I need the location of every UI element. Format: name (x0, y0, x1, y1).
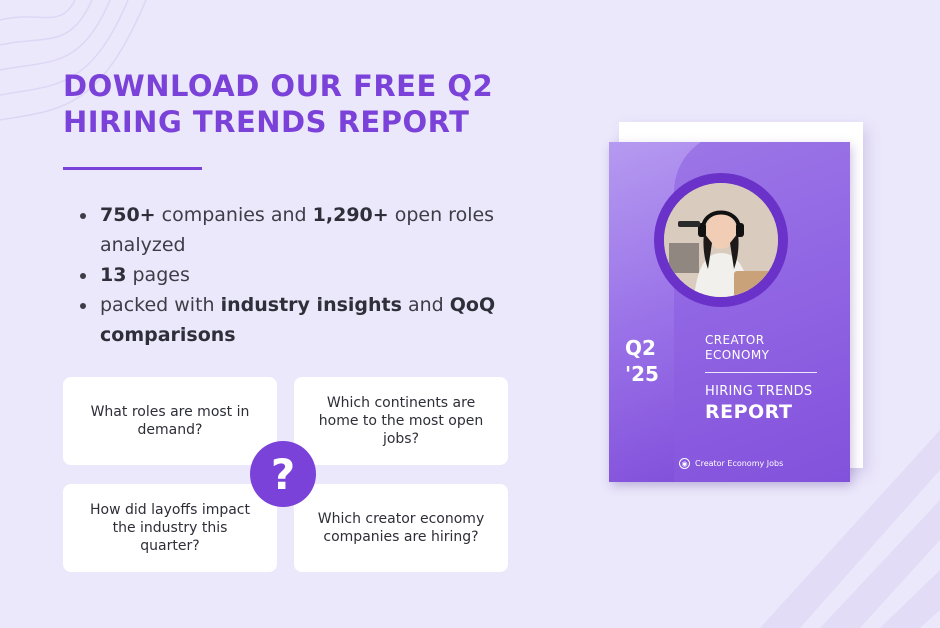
cover-category: CREATOR ECONOMY (705, 333, 770, 362)
cover-divider (705, 372, 817, 373)
report-cover: Q2 '25 CREATOR ECONOMY HIRING TRENDS REP… (609, 142, 850, 482)
question-card: What roles are most in demand? (63, 377, 277, 465)
question-card: Which creator economy companies are hiri… (294, 484, 508, 572)
page-title: DOWNLOAD OUR FREE Q2 HIRING TRENDS REPOR… (63, 69, 494, 139)
list-item: 750+ companies and 1,290+ open roles ana… (98, 200, 558, 260)
cover-quarter: Q2 '25 (625, 336, 659, 386)
creator-photo (664, 183, 778, 297)
feature-list: 750+ companies and 1,290+ open roles ana… (78, 200, 558, 350)
brand-logo-icon: ◉ (679, 458, 690, 469)
cover-title: REPORT (705, 401, 793, 423)
question-card: How did layoffs impact the industry this… (63, 484, 277, 572)
cover-brand: ◉ Creator Economy Jobs (679, 458, 783, 469)
list-item: packed with industry insights and QoQ co… (98, 290, 558, 350)
question-card: Which continents are home to the most op… (294, 377, 508, 465)
title-underline (63, 167, 202, 170)
list-item: 13 pages (98, 260, 558, 290)
cover-subtitle: HIRING TRENDS (705, 384, 813, 399)
question-mark-icon: ? (250, 441, 316, 507)
